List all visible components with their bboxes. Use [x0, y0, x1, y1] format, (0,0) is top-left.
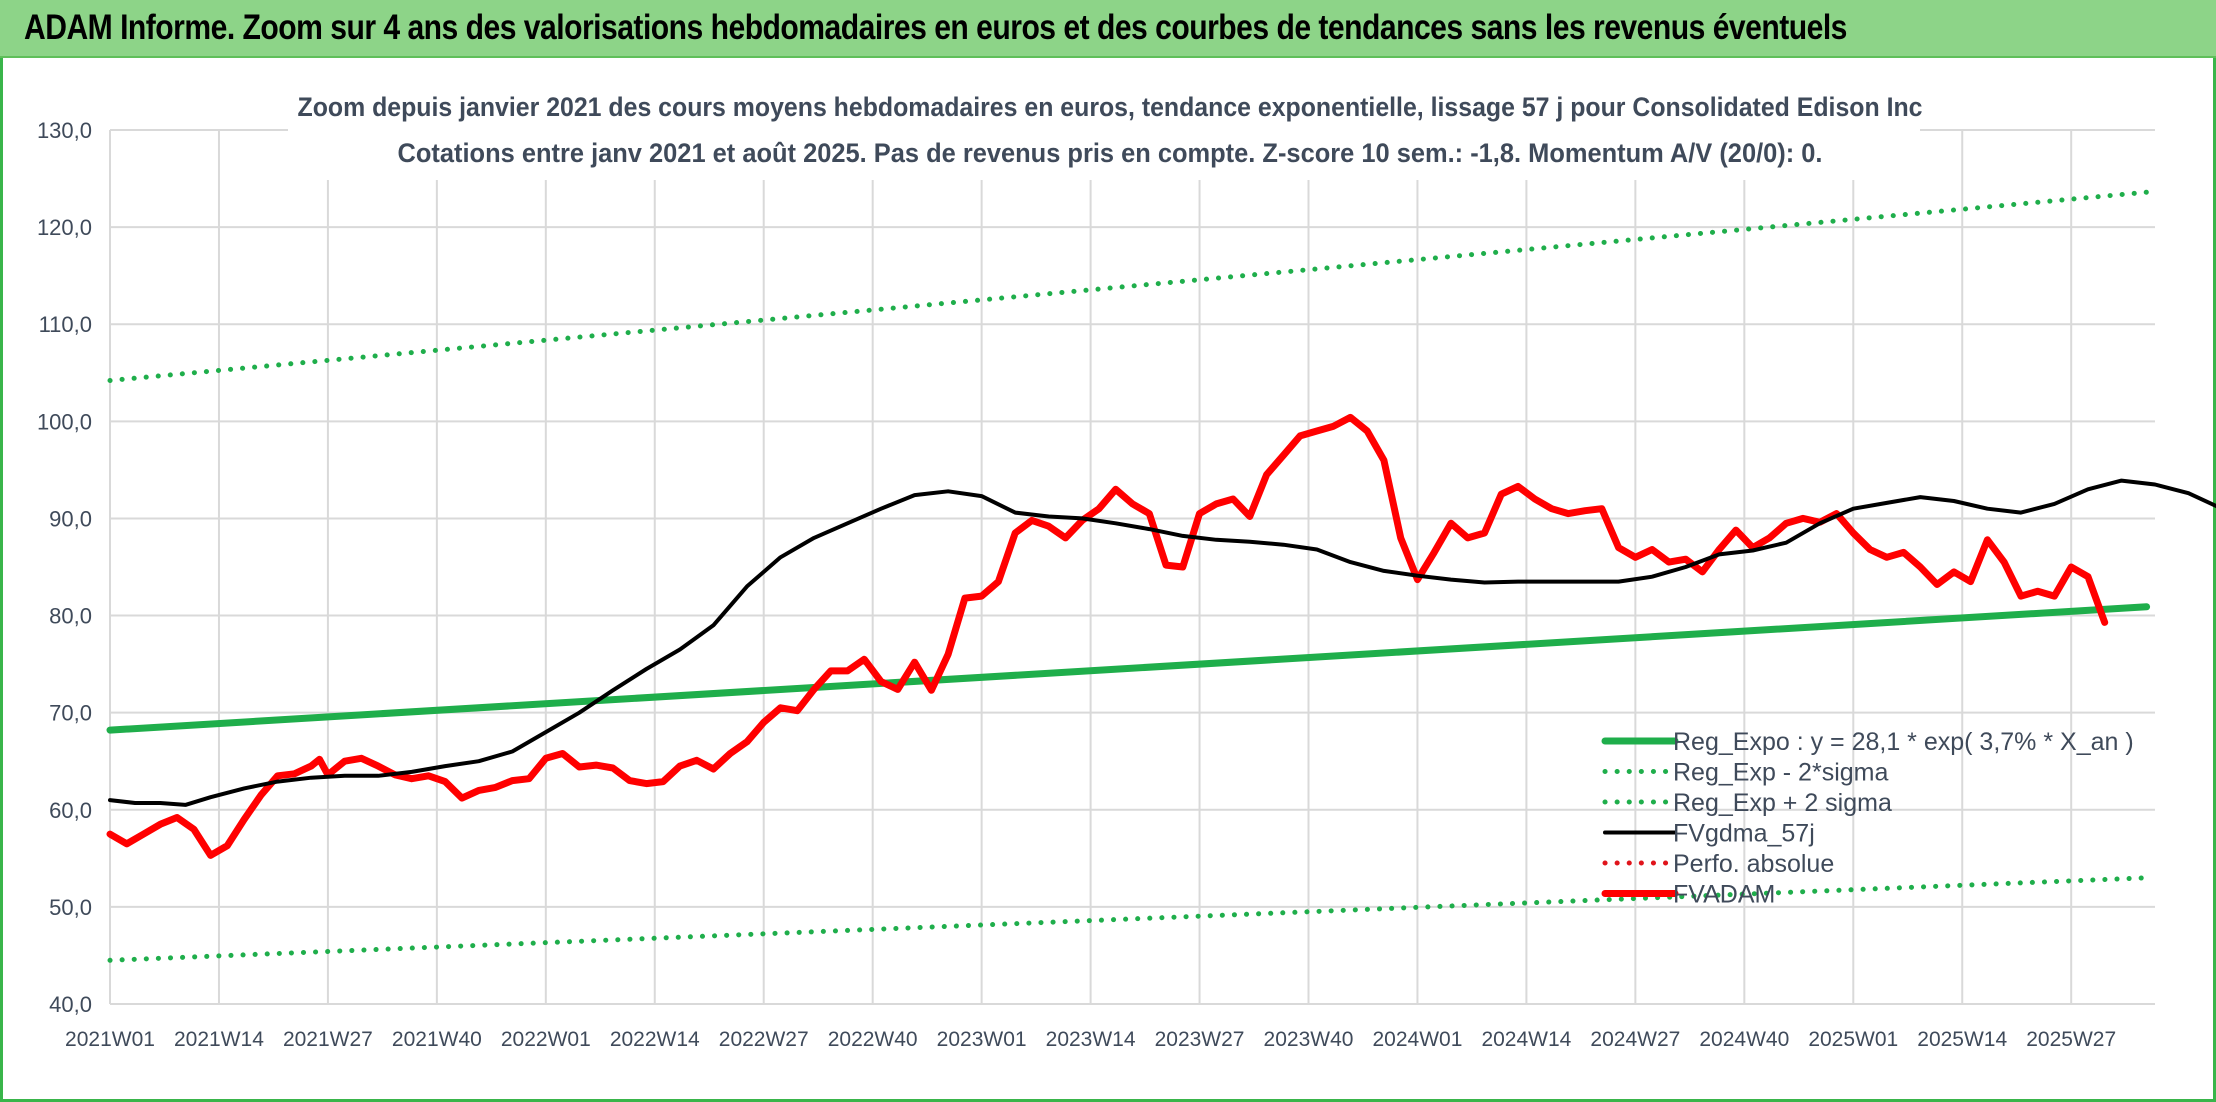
x-tick-label: 2022W01 [501, 1028, 591, 1051]
chart-grid [109, 129, 2155, 1005]
legend-label: Reg_Exp + 2 sigma [1673, 789, 1892, 817]
y-tick-label: 40,0 [49, 992, 92, 1017]
x-tick-label: 2022W27 [719, 1028, 809, 1051]
fvadam-line [106, 413, 2109, 859]
x-tick-label: 2024W01 [1373, 1028, 1463, 1051]
y-tick-label: 120,0 [37, 215, 92, 240]
chart-series [106, 189, 2216, 963]
reg-exp-plus-2sigma-line [107, 189, 2150, 383]
x-tick-label: 2023W27 [1155, 1028, 1245, 1051]
x-tick-label: 2021W01 [65, 1028, 155, 1051]
y-tick-label: 50,0 [49, 895, 92, 920]
x-tick-label: 2025W01 [1808, 1028, 1898, 1051]
legend-label: FVADAM [1673, 881, 1775, 909]
legend-label: Reg_Expo : y = 28,1 * exp( 3,7% * X_an ) [1673, 728, 2134, 756]
x-tick-label: 2021W14 [174, 1028, 264, 1051]
legend-label: Reg_Exp - 2*sigma [1673, 759, 1888, 787]
chart-title: Zoom depuis janvier 2021 des cours moyen… [298, 92, 1923, 122]
report-title: ADAM Informe. Zoom sur 4 ans des valoris… [24, 8, 1847, 47]
y-tick-label: 130,0 [37, 118, 92, 143]
x-tick-label: 2023W40 [1264, 1028, 1354, 1051]
chart-legend: Reg_Expo : y = 28,1 * exp( 3,7% * X_an )… [1601, 728, 2134, 909]
x-tick-label: 2021W40 [392, 1028, 482, 1051]
y-axis: 40,0 50,0 60,0 70,0 80,0 90,0 100,0 110,0 120,0 1… [37, 118, 92, 1017]
legend-label: Perfo. absolue [1673, 850, 1834, 878]
y-tick-label: 100,0 [37, 409, 92, 434]
x-tick-label: 2024W40 [1699, 1028, 1789, 1051]
legend-label: FVgdma_57j [1673, 820, 1815, 848]
y-tick-label: 60,0 [49, 798, 92, 823]
x-tick-label: 2021W27 [283, 1028, 373, 1051]
y-tick-label: 80,0 [49, 604, 92, 629]
y-tick-label: 90,0 [49, 506, 92, 531]
x-tick-label: 2024W14 [1481, 1028, 1571, 1051]
reg-exp-minus-2sigma-line [107, 875, 2150, 963]
y-tick-label: 70,0 [49, 701, 92, 726]
reg-expo-line [106, 603, 2151, 734]
fvgdma-57j-line [108, 478, 2216, 807]
x-tick-label: 2023W01 [937, 1028, 1027, 1051]
x-tick-label: 2025W27 [2026, 1028, 2116, 1051]
y-tick-label: 110,0 [39, 312, 92, 337]
x-tick-label: 2023W14 [1046, 1028, 1136, 1051]
x-tick-label: 2022W14 [610, 1028, 700, 1051]
x-axis: 2021W01 2021W14 2021W27 2021W40 2022W01 2022W… [65, 1028, 2116, 1051]
report-header: ADAM Informe. Zoom sur 4 ans des valoris… [0, 0, 2216, 58]
x-tick-label: 2022W40 [828, 1028, 918, 1051]
x-tick-label: 2025W14 [1917, 1028, 2007, 1051]
x-tick-label: 2024W27 [1590, 1028, 1680, 1051]
chart-subtitle: Cotations entre janv 2021 et août 2025. … [398, 138, 1823, 168]
title-backdrop [288, 84, 1920, 180]
